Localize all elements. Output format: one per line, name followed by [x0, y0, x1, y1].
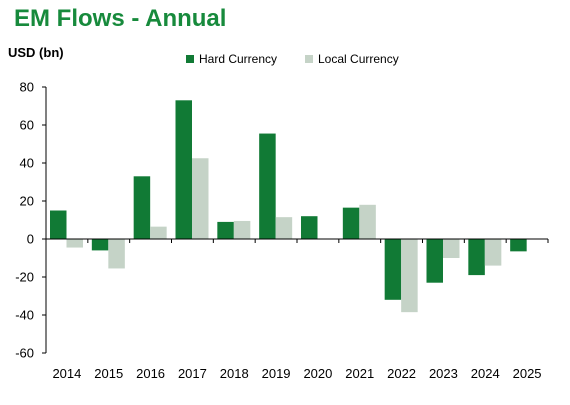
- legend-label-hard-currency: Hard Currency: [199, 52, 278, 66]
- bar-local-currency-2021: [359, 204, 376, 239]
- x-tick-label-2024: 2024: [471, 366, 500, 381]
- x-tick-label-2020: 2020: [303, 366, 332, 381]
- bar-hard-currency-2019: [259, 133, 276, 239]
- bar-hard-currency-2016: [133, 176, 151, 239]
- bar-hard-currency-2023: [426, 239, 443, 283]
- bar-hard-currency-2020: [301, 216, 318, 239]
- legend-swatch-local-currency: [305, 55, 313, 63]
- y-axis-label: USD (bn): [8, 45, 64, 60]
- x-tick-label-2016: 2016: [136, 366, 165, 381]
- bar-local-currency-2017: [192, 158, 209, 239]
- y-tick-label-20: 20: [20, 194, 34, 209]
- y-tick-label--40: -40: [15, 308, 34, 323]
- bar-hard-currency-2014: [50, 210, 67, 239]
- legend-swatch-hard-currency: [186, 55, 194, 63]
- legend-item-hard-currency: Hard Currency: [186, 52, 277, 66]
- x-tick-label-2015: 2015: [94, 366, 123, 381]
- bar-hard-currency-2015: [91, 239, 109, 251]
- bar-local-currency-2018: [233, 220, 251, 239]
- bar-local-currency-2016: [150, 226, 167, 239]
- bar-local-currency-2023: [443, 239, 460, 258]
- x-tick-label-2019: 2019: [262, 366, 291, 381]
- y-tick-label-80: 80: [20, 80, 34, 95]
- x-tick-label-2021: 2021: [345, 366, 374, 381]
- x-tick-label-2014: 2014: [52, 366, 81, 381]
- legend-item-local-currency: Local Currency: [305, 52, 399, 66]
- bar-hard-currency-2025: [510, 239, 527, 252]
- bar-local-currency-2022: [401, 239, 418, 313]
- bar-local-currency-2014: [66, 239, 83, 248]
- bar-hard-currency-2017: [175, 100, 192, 239]
- bar-local-currency-2015: [108, 239, 125, 269]
- bar-local-currency-2024: [484, 239, 502, 266]
- bar-hard-currency-2021: [342, 207, 360, 239]
- y-tick-label--60: -60: [15, 346, 34, 361]
- chart-title: EM Flows - Annual: [14, 5, 227, 32]
- bar-hard-currency-2022: [384, 239, 402, 300]
- x-tick-label-2025: 2025: [513, 366, 542, 381]
- bar-hard-currency-2024: [468, 239, 485, 276]
- bar-local-currency-2019: [275, 217, 293, 239]
- x-tick-label-2022: 2022: [387, 366, 416, 381]
- x-tick-label-2017: 2017: [178, 366, 207, 381]
- x-tick-label-2023: 2023: [429, 366, 458, 381]
- y-tick-label-60: 60: [20, 118, 34, 133]
- x-tick-label-2018: 2018: [220, 366, 249, 381]
- y-tick-label--20: -20: [15, 270, 34, 285]
- bar-hard-currency-2018: [217, 221, 234, 239]
- y-tick-label-40: 40: [20, 156, 34, 171]
- y-tick-label-0: 0: [27, 232, 34, 247]
- legend-label-local-currency: Local Currency: [318, 52, 399, 66]
